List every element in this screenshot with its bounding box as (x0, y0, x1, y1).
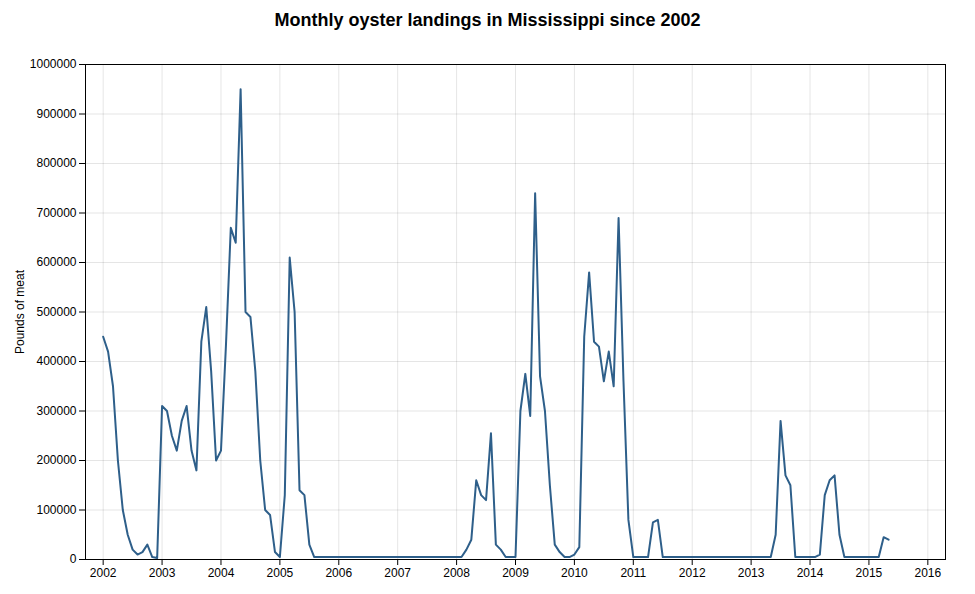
svg-text:2004: 2004 (208, 566, 235, 580)
svg-text:400000: 400000 (36, 354, 76, 368)
svg-text:2014: 2014 (797, 566, 824, 580)
svg-text:2005: 2005 (267, 566, 294, 580)
svg-text:2003: 2003 (149, 566, 176, 580)
svg-text:2013: 2013 (738, 566, 765, 580)
svg-text:2012: 2012 (679, 566, 706, 580)
svg-text:1000000: 1000000 (30, 57, 77, 71)
svg-text:2002: 2002 (90, 566, 117, 580)
html-text:Monthly oyster landings in Mis: Monthly oyster landings in Mississippi s… (274, 10, 701, 30)
svg-text:700000: 700000 (36, 206, 76, 220)
svg-text:2007: 2007 (384, 566, 411, 580)
svg-text:800000: 800000 (36, 156, 76, 170)
svg-text:2008: 2008 (443, 566, 470, 580)
svg-text:2006: 2006 (325, 566, 352, 580)
svg-text:Pounds of meat: Pounds of meat (13, 269, 27, 354)
svg-text:900000: 900000 (36, 107, 76, 121)
svg-text:2016: 2016 (914, 566, 941, 580)
svg-text:2010: 2010 (561, 566, 588, 580)
svg-text:500000: 500000 (36, 305, 76, 319)
svg-text:300000: 300000 (36, 404, 76, 418)
svg-text:100000: 100000 (36, 503, 76, 517)
svg-text:0: 0 (70, 552, 77, 566)
svg-text:200000: 200000 (36, 453, 76, 467)
svg-text:600000: 600000 (36, 255, 76, 269)
svg-text:2011: 2011 (620, 566, 646, 580)
svg-text:2009: 2009 (502, 566, 529, 580)
svg-text:2015: 2015 (856, 566, 883, 580)
